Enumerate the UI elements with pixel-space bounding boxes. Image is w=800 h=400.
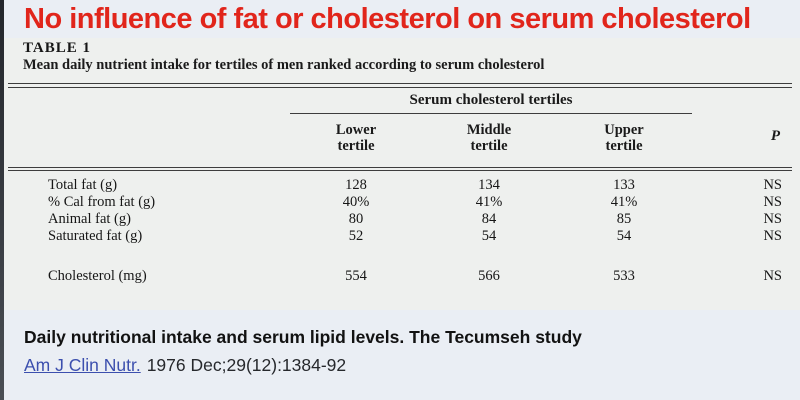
p-value: NS (763, 194, 782, 210)
table-row-cholesterol: Cholesterol (mg) 554 566 533 NS (8, 266, 792, 286)
upper-tertile-value: 133 (613, 177, 635, 193)
p-value: NS (763, 268, 782, 284)
column-group-underline (290, 113, 692, 114)
column-header-row: Lower tertile Middle tertile Upper terti… (8, 122, 792, 154)
middle-tertile-value: 134 (478, 177, 500, 193)
citation: Am J Clin Nutr. 1976 Dec;29(12):1384-92 (24, 355, 346, 376)
middle-tertile-value: 54 (481, 228, 497, 244)
p-value: NS (763, 228, 782, 244)
nutrient-intake-table: Serum cholesterol tertiles Lower tertile… (8, 83, 792, 295)
slide-title: No influence of fat or cholesterol on se… (24, 3, 751, 35)
lower-tertile-value: 80 (348, 211, 364, 227)
citation-details: 1976 Dec;29(12):1384-92 (146, 355, 347, 375)
middle-tertile-value: 84 (481, 211, 497, 227)
upper-tertile-value: 41% (610, 194, 638, 210)
row-label-column-header (8, 122, 290, 154)
column-header-upper-tertile: Upper tertile (604, 122, 644, 154)
left-edge-strip (0, 0, 4, 400)
lower-tertile-value: 128 (345, 177, 367, 193)
row-label: % Cal from fat (g) (48, 194, 156, 210)
row-label: Total fat (g) (48, 177, 118, 193)
upper-tertile-value: 85 (616, 211, 632, 227)
column-header-p-value: P (770, 128, 780, 144)
journal-link[interactable]: Am J Clin Nutr. (24, 355, 141, 375)
upper-tertile-value: 54 (616, 228, 632, 244)
middle-tertile-value: 566 (478, 268, 500, 284)
row-label: Saturated fat (g) (48, 228, 143, 244)
column-group-header: Serum cholesterol tertiles (409, 92, 573, 108)
middle-tertile-value: 41% (475, 194, 503, 210)
column-header-middle-tertile: Middle tertile (466, 122, 512, 154)
table-row: % Cal from fat (g) 40% 41% 41% NS (8, 194, 792, 211)
header-separator-rule (8, 167, 792, 171)
lower-tertile-value: 40% (342, 194, 370, 210)
table-caption: Mean daily nutrient intake for tertiles … (23, 57, 545, 73)
table-top-rule (8, 83, 792, 88)
lower-tertile-value: 554 (345, 268, 367, 284)
table-row: Saturated fat (g) 52 54 54 NS (8, 228, 792, 245)
study-title: Daily nutritional intake and serum lipid… (24, 327, 582, 347)
upper-tertile-value: 533 (613, 268, 635, 284)
lower-tertile-value: 52 (348, 228, 364, 244)
table-number-label: TABLE 1 (23, 40, 91, 56)
table-row: Total fat (g) 128 134 133 NS (8, 177, 792, 194)
row-label: Cholesterol (mg) (48, 268, 147, 284)
p-value: NS (763, 211, 782, 227)
column-header-lower-tertile: Lower tertile (335, 122, 377, 154)
table-row: Animal fat (g) 80 84 85 NS (8, 211, 792, 228)
row-label: Animal fat (g) (48, 211, 131, 227)
p-value: NS (763, 177, 782, 193)
table-body: Total fat (g) 128 134 133 NS % Cal from … (8, 177, 792, 286)
